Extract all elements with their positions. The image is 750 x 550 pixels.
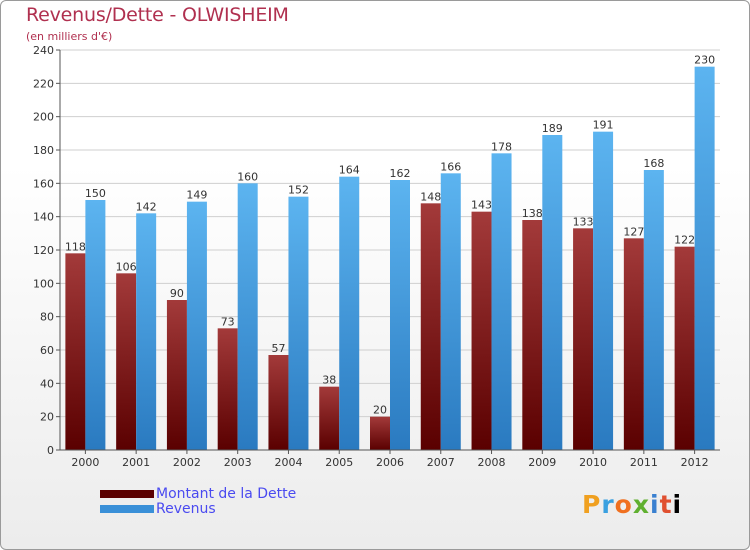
value-label-dette: 73 — [221, 315, 235, 328]
bar-dette — [319, 386, 340, 450]
bar-revenus — [542, 135, 563, 450]
bar-revenus — [186, 201, 207, 450]
x-tick-label: 2001 — [122, 456, 150, 469]
y-tick-label: 160 — [33, 177, 54, 190]
value-label-revenus: 160 — [237, 170, 258, 183]
y-tick-label: 100 — [33, 277, 54, 290]
bar-dette — [217, 328, 238, 450]
legend-item-revenus: Revenus — [100, 500, 296, 517]
value-label-revenus: 168 — [643, 157, 664, 170]
bar-dette — [65, 253, 86, 450]
y-tick-label: 180 — [33, 144, 54, 157]
chart-subtitle: (en milliers d'€) — [26, 30, 113, 43]
x-tick-label: 2005 — [325, 456, 353, 469]
y-tick-label: 240 — [33, 44, 54, 57]
y-tick-label: 80 — [40, 311, 54, 324]
x-tick-label: 2003 — [224, 456, 252, 469]
legend-label-revenus: Revenus — [156, 500, 216, 517]
x-tick-label: 2010 — [579, 456, 607, 469]
bar-revenus — [491, 153, 512, 451]
bar-revenus — [390, 180, 410, 450]
value-label-revenus: 230 — [694, 54, 715, 67]
value-label-revenus: 191 — [593, 119, 614, 132]
value-label-revenus: 178 — [491, 140, 512, 153]
value-labels: 118 150 106 142 90 149 73 160 57 152 38 164 20 162 148… — [65, 54, 715, 417]
value-label-dette: 127 — [623, 225, 644, 238]
bar-dette — [166, 300, 187, 450]
value-label-dette: 143 — [471, 199, 492, 212]
value-label-dette: 20 — [373, 404, 387, 417]
legend-item-dette: Montant de la Dette — [100, 485, 297, 502]
x-tick-label: 2009 — [528, 456, 556, 469]
x-tick-label: 2002 — [173, 456, 201, 469]
bar-dette — [116, 273, 137, 450]
bar-revenus — [136, 213, 157, 450]
bar-revenus — [643, 170, 664, 450]
bar-dette — [268, 355, 289, 450]
bars-group — [65, 66, 715, 451]
bar-revenus — [288, 196, 309, 450]
bar-dette — [471, 211, 492, 450]
value-label-dette: 148 — [420, 190, 441, 203]
x-tick-label: 2011 — [630, 456, 658, 469]
bar-revenus — [440, 173, 461, 451]
legend-swatch-dette — [100, 489, 154, 498]
y-tick-label: 120 — [33, 244, 54, 257]
legend-swatch-revenus — [100, 504, 154, 513]
x-tick-label: 2012 — [681, 456, 709, 469]
value-label-revenus: 150 — [85, 187, 106, 200]
bar-revenus — [237, 183, 258, 451]
value-label-dette: 90 — [170, 287, 184, 300]
y-tick-label: 60 — [40, 344, 54, 357]
value-label-revenus: 149 — [186, 189, 207, 202]
value-label-revenus: 162 — [390, 167, 411, 180]
value-label-revenus: 166 — [440, 160, 461, 173]
y-tick-label: 0 — [47, 444, 54, 457]
x-tick-label: 2006 — [376, 456, 404, 469]
bar-dette — [623, 238, 644, 450]
value-label-revenus: 189 — [542, 122, 563, 135]
bar-dette — [370, 416, 390, 450]
y-tick-label: 140 — [33, 211, 54, 224]
bar-revenus — [694, 66, 715, 451]
value-label-dette: 133 — [573, 215, 594, 228]
legend-label-dette: Montant de la Dette — [156, 485, 297, 502]
chart-title: Revenus/Dette - OLWISHEIM — [26, 4, 289, 26]
bar-dette — [573, 228, 594, 450]
bar-dette — [522, 220, 543, 450]
bar-revenus — [593, 131, 614, 450]
legend: Montant de la Dette Revenus — [100, 485, 297, 517]
y-tick-label: 40 — [40, 377, 54, 390]
value-label-dette: 122 — [674, 234, 695, 247]
proxiti-logo: Proxiti — [582, 490, 683, 519]
x-tick-label: 2000 — [71, 456, 99, 469]
value-label-dette: 118 — [65, 240, 86, 253]
y-tick-label: 200 — [33, 111, 54, 124]
y-tick-label: 220 — [33, 77, 54, 90]
value-label-dette: 138 — [522, 207, 543, 220]
value-label-revenus: 152 — [288, 184, 309, 197]
bar-revenus — [339, 176, 360, 450]
bar-dette — [420, 203, 441, 450]
x-tick-label: 2004 — [274, 456, 302, 469]
bar-revenus — [85, 200, 106, 450]
value-label-dette: 57 — [271, 342, 285, 355]
value-label-dette: 106 — [116, 260, 137, 273]
value-label-dette: 38 — [322, 374, 336, 387]
x-tick-label: 2008 — [478, 456, 506, 469]
value-label-revenus: 142 — [136, 200, 157, 213]
y-tick-label: 20 — [40, 411, 54, 424]
value-label-revenus: 164 — [339, 164, 360, 177]
bar-dette — [674, 246, 695, 450]
x-tick-label: 2007 — [427, 456, 455, 469]
